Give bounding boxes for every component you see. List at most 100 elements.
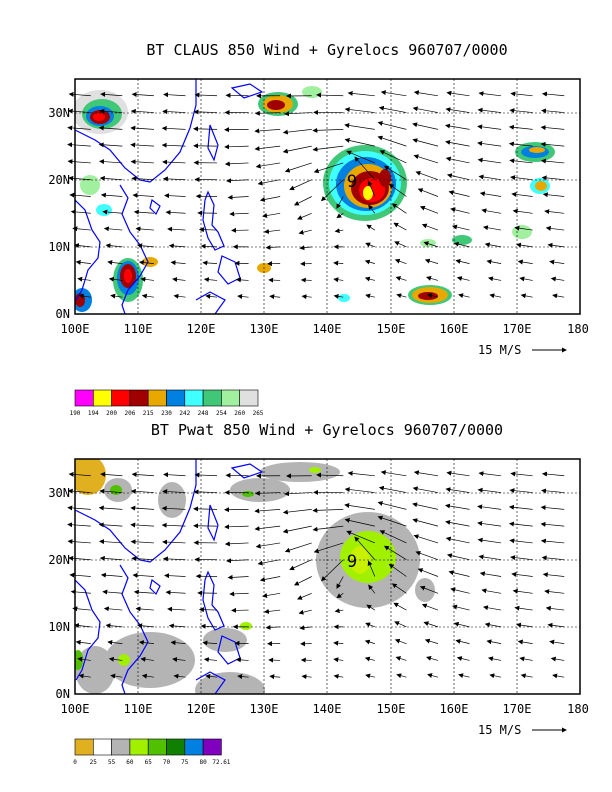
wind-vector: [193, 109, 218, 115]
colorbar-label: 194: [88, 410, 99, 417]
wind-vector: [333, 260, 344, 266]
wind-vector: [130, 505, 154, 511]
wind-vector: [172, 276, 186, 282]
wind-vector: [509, 538, 533, 544]
shade-blob: [363, 186, 373, 200]
wind-vector: [135, 226, 154, 232]
wind-vector: [297, 592, 312, 600]
wind-vector: [516, 242, 533, 248]
wind-vector: [552, 293, 565, 299]
wind-vector: [193, 126, 218, 132]
wind-vector: [347, 90, 375, 97]
wind-vector: [98, 505, 123, 511]
shade-blob: [118, 654, 130, 666]
wind-vector: [412, 138, 439, 147]
wind-vector: [130, 142, 154, 148]
wind-vector: [453, 241, 470, 248]
wind-vector: [163, 472, 186, 478]
wind-vector: [541, 471, 565, 477]
wind-vector: [344, 122, 375, 130]
wind-vector: [227, 194, 249, 200]
wind-vector: [298, 609, 312, 615]
wind-vector: [453, 621, 470, 628]
colorbar-label: 55: [108, 759, 116, 766]
wind-vector: [412, 518, 439, 527]
wind-vector: [367, 180, 376, 197]
wind-vector: [68, 471, 91, 477]
shade-blob: [338, 294, 350, 302]
lon-label: 100E: [61, 702, 90, 716]
wind-vector: [255, 542, 281, 549]
wind-vector: [69, 192, 91, 198]
wind-vector: [394, 258, 407, 264]
wind-vector: [172, 656, 186, 662]
wind-vector: [161, 142, 186, 148]
wind-vector: [262, 212, 281, 218]
lat-label: 10N: [48, 620, 70, 634]
wind-vector: [477, 537, 502, 544]
colorbar-swatch: [184, 738, 204, 756]
wind-vector: [542, 192, 565, 198]
colorbar-label: 206: [124, 410, 135, 417]
wind-vector: [514, 225, 533, 231]
coastline: [75, 79, 197, 183]
wind-vector: [368, 584, 376, 594]
wind-vector: [424, 258, 439, 264]
wind-vector: [99, 159, 123, 165]
wind-vector: [165, 209, 186, 215]
wind-vector: [367, 560, 376, 577]
wind-vector: [254, 525, 281, 532]
wind-vector: [163, 92, 186, 98]
coastline: [119, 184, 149, 314]
wind-vector: [482, 605, 502, 611]
colorbar-swatch: [129, 738, 149, 756]
wind-vector: [364, 276, 375, 282]
wind-vector: [78, 673, 91, 679]
wind-vector: [205, 673, 218, 679]
wind-vector: [263, 608, 281, 614]
wind-vector: [100, 471, 123, 477]
wind-vector: [173, 293, 186, 299]
colorbar-swatch: [147, 389, 167, 407]
shade-blob: [158, 482, 186, 518]
wind-vector: [540, 158, 565, 164]
wind-vector: [391, 583, 407, 594]
wind-vector: [477, 487, 502, 493]
wind-vector: [167, 226, 186, 232]
wind-vector: [99, 175, 123, 181]
wind-vector: [198, 607, 218, 613]
wind-vector: [162, 176, 186, 182]
wind-vector: [510, 471, 533, 477]
shade-blob: [75, 459, 106, 495]
coastline: [230, 463, 264, 479]
wind-vector: [77, 276, 91, 282]
wind-vector: [512, 208, 533, 214]
coastline: [195, 671, 226, 694]
wind-vector: [377, 501, 407, 510]
coastline: [195, 291, 226, 314]
wind-vector: [263, 228, 281, 234]
wind-vector: [300, 657, 312, 663]
gyre-symbol: 9: [347, 172, 357, 192]
wind-vector: [284, 491, 312, 497]
wind-vector: [417, 188, 439, 197]
wind-vector: [455, 259, 470, 264]
panel-title: BT CLAUS 850 Wind + Gyrelocs 960707/0000: [146, 41, 507, 59]
lon-label: 130E: [250, 702, 279, 716]
wind-vector: [419, 585, 439, 594]
colorbar-swatch: [221, 389, 240, 407]
wind-vector: [346, 150, 375, 164]
wind-vector: [200, 623, 218, 629]
wind-vector: [110, 293, 123, 299]
wind-vector: [346, 530, 375, 544]
wind-vector: [545, 605, 565, 611]
wind-vector: [162, 539, 186, 545]
lon-label: 120E: [187, 702, 216, 716]
wind-vector: [162, 109, 186, 115]
wind-vector: [73, 623, 91, 629]
wind-vector: [378, 485, 407, 493]
colorbar-swatch: [93, 738, 112, 756]
wind-vectors: [67, 470, 565, 680]
wind-vector: [336, 213, 344, 219]
wind-vector: [202, 640, 218, 646]
